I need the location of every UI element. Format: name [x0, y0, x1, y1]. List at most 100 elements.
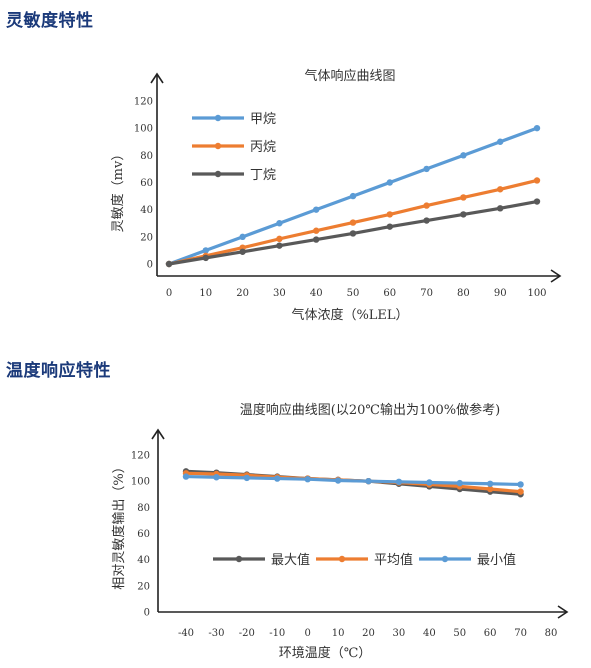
chart2-series-2-point	[517, 488, 524, 495]
chart1-series-2-point	[276, 235, 283, 243]
chart1-series-1-point	[276, 220, 283, 227]
chart2-series-3-point	[395, 478, 403, 486]
chart2-x-tick-label: 40	[423, 628, 436, 639]
chart2-legend-marker-3	[441, 555, 449, 563]
chart1-series-3-point	[202, 254, 209, 262]
chart1-x-tick-label: 0	[166, 288, 172, 299]
chart2-y-tick-label: 0	[144, 608, 150, 619]
chart2-series-3-point	[486, 480, 494, 487]
chart2-y-tick-label: 120	[131, 451, 150, 462]
chart2-title: 温度响应曲线图(以20℃输出为100%做参考)	[240, 402, 500, 418]
chart1-y-tick-label: 60	[140, 178, 153, 189]
chart2-series-3-point	[243, 474, 251, 482]
chart1-series-3-point	[276, 242, 283, 249]
chart1-series-3-point	[313, 236, 320, 243]
chart2-x-tick-label: 30	[393, 628, 406, 639]
chart1-series-1-point	[460, 152, 467, 159]
chart2-legend-label-3: 最小值	[477, 552, 516, 568]
chart2-y-tick-label: 60	[137, 529, 150, 540]
chart2-y-tick-label: 20	[137, 581, 150, 592]
chart1-series-3-point	[497, 205, 504, 212]
chart2-legend-label-1: 最大值	[271, 552, 310, 568]
chart1-series-1-point	[533, 124, 541, 132]
chart2-series-3-point	[456, 479, 463, 487]
chart1-series-3-point	[386, 223, 393, 230]
chart1-legend-marker-3	[214, 170, 222, 178]
chart2-series-3-point	[334, 477, 342, 484]
chart2-x-tick-label: 10	[332, 628, 345, 639]
chart1-y-axis-arrow	[150, 72, 164, 84]
chart1-x-tick-label: 20	[236, 288, 249, 299]
chart1-x-tick-label: 10	[199, 288, 212, 299]
chart1-legend-marker-2	[214, 142, 222, 150]
chart2-x-tick-label: 80	[545, 628, 558, 639]
chart1-y-tick-label: 100	[134, 124, 153, 135]
chart1-series-2-point	[349, 219, 357, 226]
chart1-y-tick-label: 0	[147, 260, 153, 271]
chart2-series-3-point	[517, 481, 524, 488]
chart2-legend-marker-1	[235, 555, 243, 563]
chart2-x-tick-label: -20	[239, 628, 255, 639]
chart2-series-3-point	[274, 475, 281, 482]
chart2-x-tick-label: -10	[269, 628, 285, 639]
chart2-x-tick-label: 20	[362, 628, 375, 639]
chart2-x-tick-label: 0	[304, 628, 310, 639]
chart1-series-1-point	[202, 247, 209, 254]
chart1-x-tick-label: 70	[420, 288, 433, 299]
chart2-y-tick-label: 40	[137, 555, 150, 566]
chart2-series-3-point	[365, 477, 372, 485]
chart1-series-1-point	[497, 138, 504, 145]
chart1-y-axis-label: 灵敏度（mv）	[110, 148, 126, 233]
chart1-series-3-point	[423, 217, 430, 224]
chart1-x-axis-arrow	[550, 269, 562, 283]
chart2-y-axis-label: 相对灵敏度输出（%）	[111, 460, 127, 589]
chart2-y-tick-label: 100	[131, 477, 150, 488]
chart1-legend-label-1: 甲烷	[250, 112, 276, 127]
chart2-x-axis-arrow	[557, 605, 569, 619]
chart1-series-3-point	[349, 230, 357, 237]
chart2-x-tick-label: 70	[514, 628, 527, 639]
chart1-series-3-point	[239, 248, 246, 255]
chart1-title: 气体响应曲线图	[304, 68, 395, 84]
section-title-sensitivity: 灵敏度特性	[6, 11, 94, 31]
chart1-legend-label-2: 丙烷	[250, 140, 276, 155]
chart2-x-tick-label: -40	[178, 628, 194, 639]
chart1-x-tick-label: 40	[310, 288, 323, 299]
chart1-series-1-point	[239, 233, 246, 241]
chart2-series-3-point	[182, 473, 190, 480]
chart1-series-3-point	[165, 260, 173, 268]
chart1-x-tick-label: 60	[383, 288, 396, 299]
chart2-x-tick-label: 50	[453, 628, 466, 639]
chart1-x-tick-label: 80	[457, 288, 470, 299]
chart2-legend-marker-2	[338, 555, 346, 563]
chart1-series-1-point	[313, 206, 320, 213]
chart1-series-1-point	[423, 165, 430, 173]
chart1-series-2-point	[386, 211, 393, 218]
chart2-x-tick-label: 60	[484, 628, 497, 639]
chart1-series-2-point	[460, 194, 467, 201]
chart1-x-tick-label: 90	[494, 288, 507, 299]
chart2-series-3-point	[304, 476, 311, 483]
chart2-y-axis-arrow	[151, 428, 165, 440]
chart1-y-tick-label: 20	[140, 232, 153, 243]
chart1-series-2-point	[497, 186, 504, 193]
chart1-x-tick-label: 50	[347, 288, 360, 299]
chart1-x-axis-label: 气体浓度（%LEL）	[291, 307, 408, 323]
chart2-y-tick-label: 80	[137, 503, 150, 514]
chart2-series-line-3	[185, 474, 521, 487]
chart2-x-axis-label: 环境温度（℃）	[279, 645, 372, 661]
chart1-x-tick-label: 100	[527, 288, 546, 299]
chart1-series-2-point	[533, 177, 541, 184]
chart1-y-tick-label: 40	[140, 205, 153, 216]
chart1-series-1-point	[386, 179, 393, 186]
chart1-y-tick-label: 80	[140, 151, 153, 162]
chart2-x-tick-label: -30	[208, 628, 224, 639]
chart1-x-tick-label: 30	[273, 288, 286, 299]
section-title-temperature: 温度响应特性	[6, 361, 111, 381]
chart1-y-tick-label: 120	[134, 97, 153, 108]
chart1-legend-label-3: 丁烷	[250, 168, 276, 183]
chart1-series-2-point	[313, 227, 320, 234]
chart2-series-3-point	[213, 474, 220, 481]
chart1-legend-marker-1	[214, 114, 222, 122]
